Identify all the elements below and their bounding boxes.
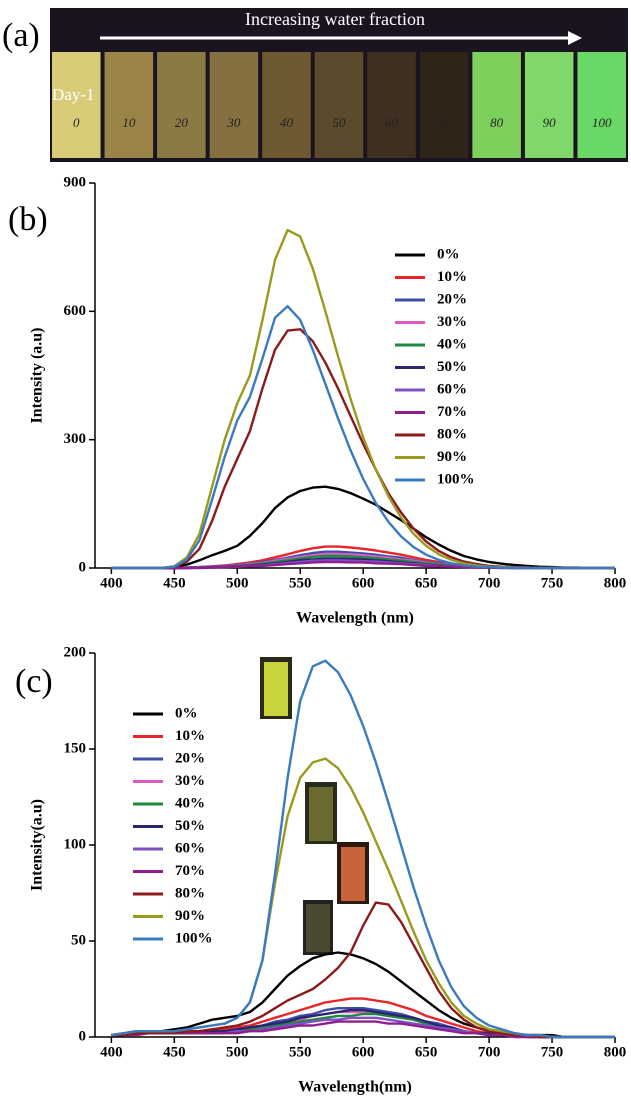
inset-vial [341,847,365,901]
legend-label: 60% [175,840,205,856]
line [111,1020,615,1039]
vial [577,52,626,158]
panel-label: (c) [15,663,53,700]
vial [209,52,259,158]
vial-label: 40 [280,115,294,130]
vial-label: 100 [592,115,612,130]
vial-label: 20 [175,115,189,130]
y-tick-label: 0 [79,1028,87,1044]
legend-label: 10% [175,728,205,744]
legend-label: 70% [437,404,467,420]
y-axis-title: Intensity (a.u) [29,327,46,423]
inset-vial [309,787,333,841]
y-tick-label: 50 [71,932,86,948]
legend-label: 40% [175,795,205,811]
x-axis-title: Wavelength (nm) [296,610,414,627]
legend-label: 50% [175,818,205,834]
legend-label: 20% [437,291,467,307]
day-label: Day-1 [52,85,94,104]
y-tick-label: 900 [64,174,87,190]
vial [367,52,416,158]
x-tick-label: 600 [352,575,375,591]
legend-label: 10% [437,269,467,285]
y-axis-title: Intensity(a.u) [29,799,46,891]
vial-label: 50 [333,115,347,130]
x-tick-label: 750 [541,1044,564,1060]
inset-vial [306,904,330,952]
y-tick-label: 0 [79,559,87,575]
line [111,305,615,570]
legend-label: 80% [175,885,205,901]
y-tick-label: 300 [64,431,87,447]
legend-label: 100% [175,930,213,946]
arrow-text: Increasing water fraction [245,9,425,29]
x-tick-label: 500 [226,1044,249,1060]
x-axis-title: Wavelength(nm) [298,1079,412,1096]
vial-label: 10 [122,115,136,130]
vial [314,52,364,158]
x-tick-label: 400 [100,575,123,591]
line [111,485,615,570]
legend-label: 30% [175,773,205,789]
vial [419,52,469,158]
x-tick-label: 600 [352,1044,375,1060]
x-tick-label: 450 [163,1044,186,1060]
legend-label: 70% [175,863,205,879]
vial-label: 70 [438,115,452,130]
x-tick-label: 550 [289,1044,312,1060]
legend-label: 80% [437,426,467,442]
y-tick-label: 200 [64,644,87,660]
x-tick-label: 450 [163,575,186,591]
legend-label: 0% [175,705,198,721]
legend-label: 60% [437,381,467,397]
vial-label: 60 [385,115,399,130]
vial-label: 30 [226,115,241,130]
legend-label: 20% [175,750,205,766]
legend-label: 40% [437,336,467,352]
vial [472,52,521,158]
x-tick-label: 400 [100,1044,123,1060]
y-tick-label: 100 [64,836,87,852]
line [111,228,615,570]
vial [524,52,574,158]
x-tick-label: 650 [415,1044,438,1060]
x-tick-label: 750 [541,575,564,591]
x-tick-label: 700 [478,575,501,591]
x-tick-label: 700 [478,1044,501,1060]
y-tick-label: 150 [64,740,87,756]
arrow-head [568,31,582,45]
legend-label: 100% [437,471,475,487]
panel-label: (b) [8,201,48,238]
x-tick-label: 650 [415,575,438,591]
vials: 0 10 20 30 40 50 60 70 80 90 100 [52,52,626,158]
line [111,328,615,570]
x-tick-label: 500 [226,575,249,591]
vial [104,52,154,158]
vial-label: 80 [490,115,504,130]
legend-label: 90% [175,908,205,924]
x-tick-label: 550 [289,575,312,591]
y-tick-label: 600 [64,303,87,319]
vial [157,52,206,158]
vial [52,52,101,158]
x-tick-label: 800 [604,575,627,591]
vial-label: 90 [543,115,557,130]
legend-label: 30% [437,314,467,330]
legend-label: 0% [437,246,460,262]
x-tick-label: 800 [604,1044,627,1060]
vial [262,52,311,158]
inset-vial [264,662,288,716]
line [111,951,615,1039]
legend-label: 50% [437,359,467,375]
vial-label: 0 [73,115,80,130]
line [111,659,615,1039]
panel-label: (a) [2,17,40,54]
legend-label: 90% [437,449,467,465]
